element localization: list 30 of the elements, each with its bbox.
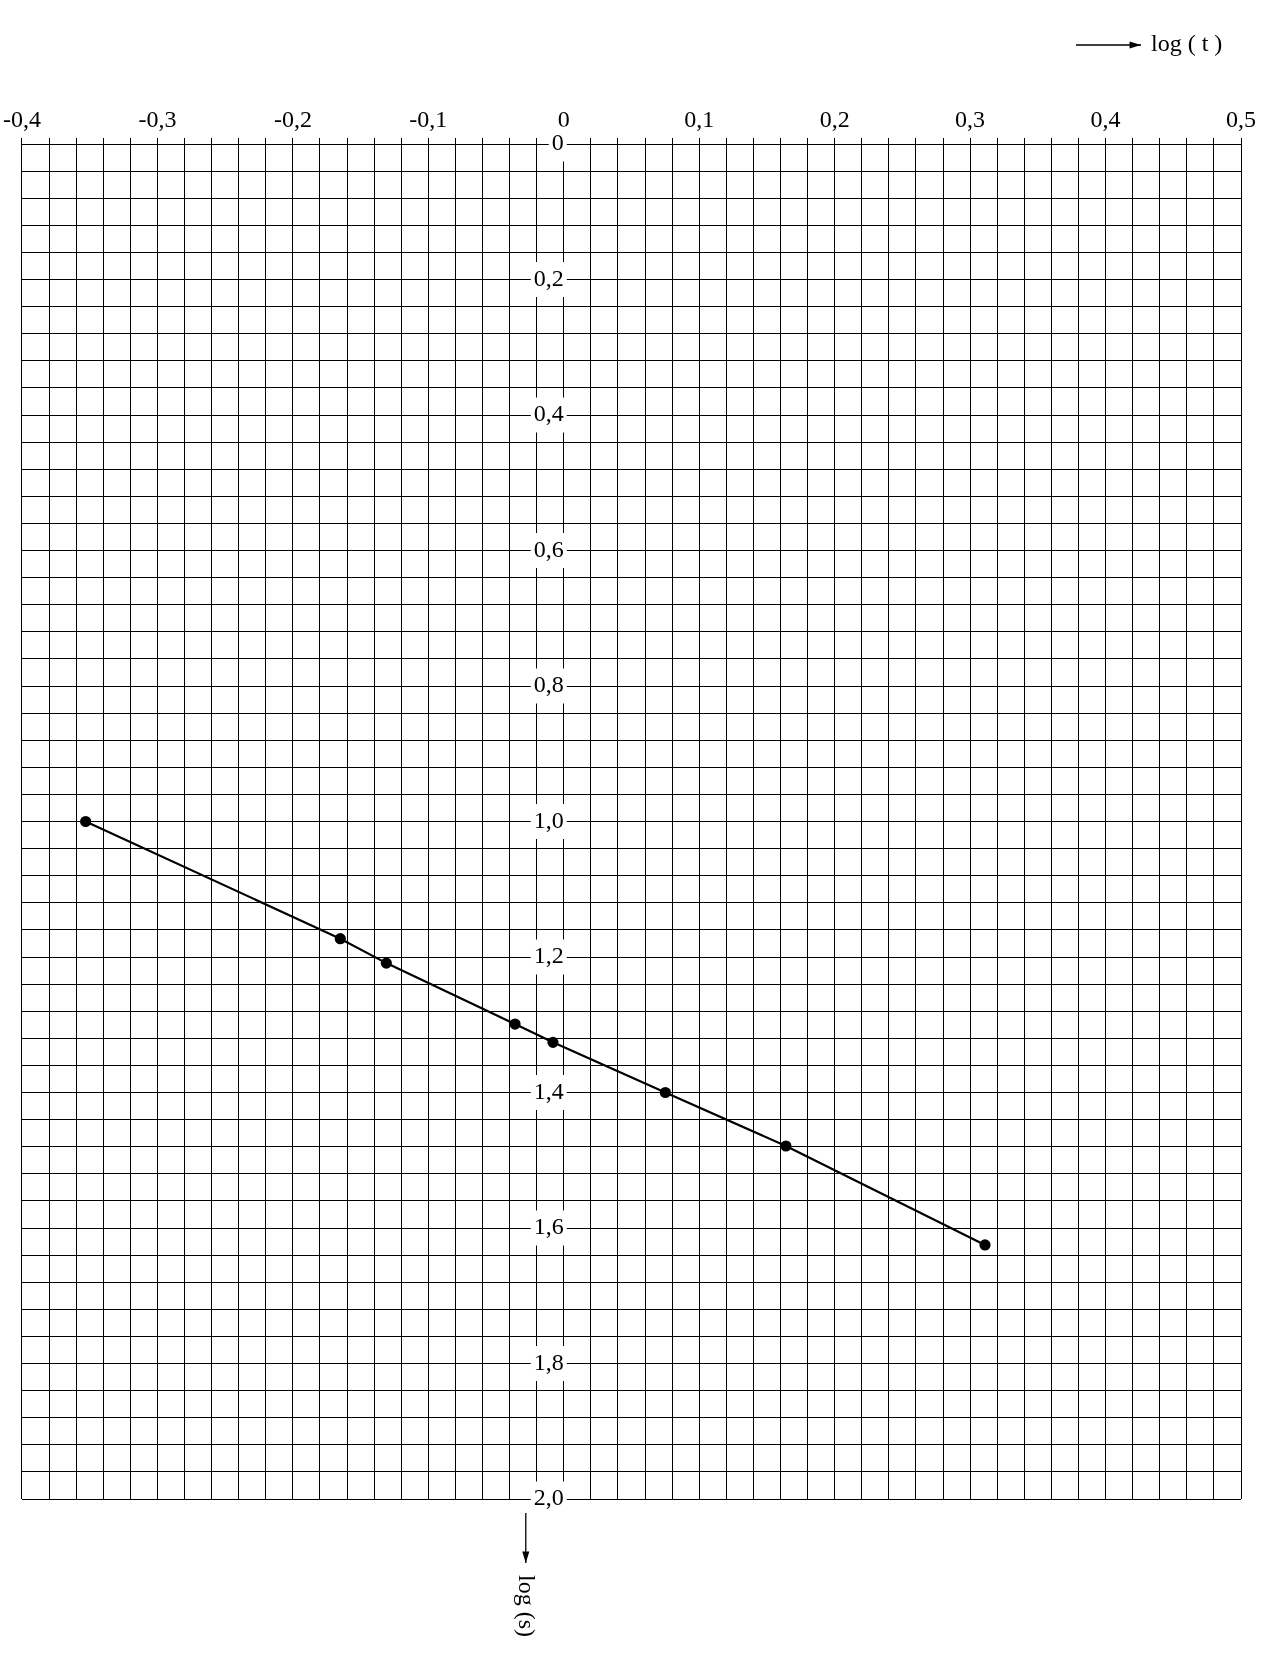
point [509,1018,521,1030]
y-tick-label: 0,8 [533,671,564,698]
x-tick-label: 0,1 [684,105,715,132]
point [659,1086,671,1099]
x-tick-label: 0,4 [1090,105,1121,132]
point [979,1239,991,1251]
y-tick-label: 1,4 [533,1077,564,1104]
y-tick-label: 0,2 [533,264,564,291]
y-axis-title: log (s) [514,1575,541,1637]
y-tick-label: 0,6 [533,535,564,562]
point [380,957,392,969]
y-tick-label: 1,8 [533,1348,564,1375]
y-tick-label: 2,0 [533,1484,564,1511]
y-tick-label: 0,4 [533,400,564,427]
point [547,1036,559,1048]
y-tick-label: 1,2 [533,942,564,969]
y-tick-label: 0 [551,129,564,156]
y-tick-label: 1,6 [533,1213,564,1240]
point [780,1140,792,1152]
x-tick-label: -0,3 [138,105,177,132]
x-tick-label: 0,5 [1226,105,1256,132]
x-axis-title: log ( t ) [1151,30,1223,57]
point [80,815,92,828]
x-tick-label: 0,3 [955,105,986,132]
x-tick-label: -0,2 [273,105,312,132]
x-tick-label: -0,1 [409,105,448,132]
x-tick-label: 0,2 [819,105,850,132]
point [334,933,346,945]
y-tick-label: 1,0 [533,806,564,833]
x-tick-label: -0,4 [3,105,41,132]
